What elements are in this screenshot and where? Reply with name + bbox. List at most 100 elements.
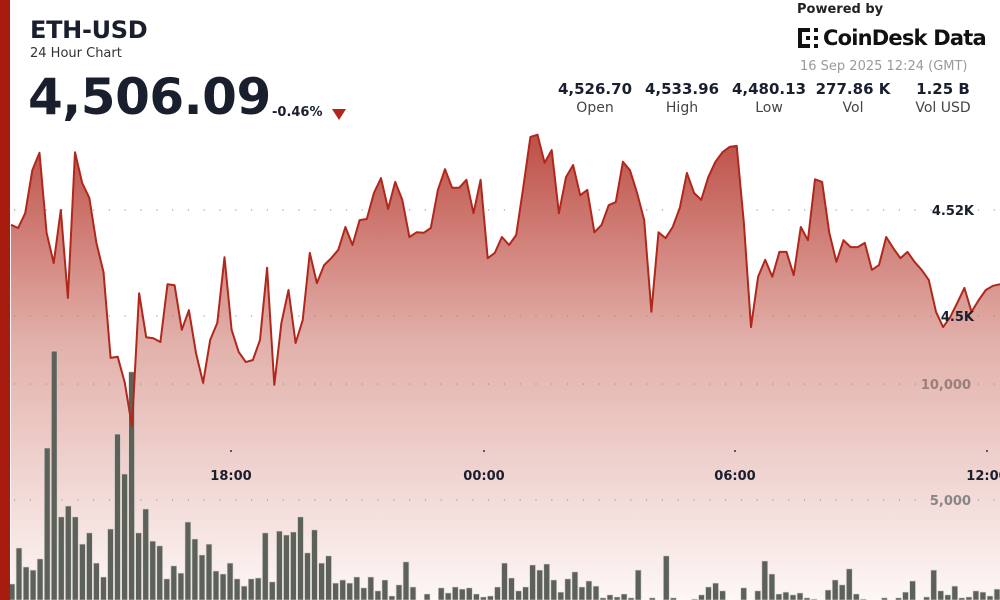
brand-name: CoinDesk Data [823,26,987,50]
volume-bar [72,516,79,600]
volume-bar [543,563,550,600]
price-change: -0.46% [272,105,323,120]
stat-open: 4,526.70 Open [550,80,640,116]
volume-bar [184,521,192,600]
volume-bar [557,591,565,600]
stat-label: Vol USD [915,100,971,116]
time-tick-label: 06:00 [714,469,755,484]
volume-bar [846,568,853,600]
volume-tick-label: 5,000 [930,494,971,509]
volume-bar [332,582,339,600]
volume-bar [93,562,100,600]
volume-bar [571,571,579,600]
volume-bar [444,592,452,600]
volume-bar [325,555,332,600]
volume-bar [149,540,156,600]
volume-bar [979,591,987,600]
time-tick-label: 00:00 [463,469,504,484]
time-tick-label: 12:00 [966,469,1000,484]
time-tick-mark [483,450,485,452]
volume-bar [466,587,473,600]
volume-bar [459,588,466,600]
volume-bar [374,590,382,600]
volume-bar [205,543,213,600]
volume-bar [297,516,304,600]
volume-bar [353,576,360,600]
volume-bar [986,595,994,600]
volume-bar [290,531,297,600]
volume-bar [409,586,417,600]
volume-bar [564,578,572,600]
volume-bar [796,592,804,600]
volume-bar [128,371,135,600]
volume-bar [606,594,614,600]
volume-bar [452,586,459,600]
time-tick-mark [230,450,232,452]
volume-bar [191,538,199,600]
volume-bar [719,590,726,600]
volume-bar [22,566,30,600]
volume-bar [262,532,269,600]
volume-bar [761,560,769,600]
time-tick-mark [986,450,988,452]
stat-label: Vol [842,100,864,116]
volume-bar [494,586,501,600]
volume-bar [65,505,72,600]
volume-bar [233,578,241,600]
volume-bar [107,528,114,600]
volume-bar [36,558,44,600]
volume-bar [198,554,206,600]
volume-bar [241,585,248,600]
stat-value: 277.86 K [815,80,891,98]
volume-bar [311,529,318,600]
volume-bar [58,516,65,600]
chart-subtitle: 24 Hour Chart [30,46,122,61]
stat-value: 4,480.13 [731,80,807,98]
stat-label: Low [755,100,783,116]
volume-bar [754,590,762,600]
volume-bar [782,591,790,600]
volume-bar [212,570,220,600]
stat-label: High [665,100,699,116]
volume-bar [824,589,832,600]
volume-bar [177,572,185,600]
volume-bar [346,582,353,600]
volume-bar [508,577,515,600]
symbol-title: ETH-USD [30,16,148,44]
volume-bar [972,590,980,600]
volume-bar [768,573,776,600]
volume-bar [86,532,93,600]
volume-bar [360,587,367,600]
volume-bar [473,593,480,600]
volume-bar [592,585,600,600]
volume-bar [993,588,1000,600]
price-tick-label: 4.5K [941,310,975,325]
volume-bar [388,595,396,600]
volume-bar [740,587,747,600]
coindesk-logo-icon [798,28,818,48]
current-price: 4,506.09 [28,68,271,126]
time-tick-label: 18:00 [210,469,251,484]
volume-bar [219,573,227,600]
volume-tick-label: 10,000 [921,378,971,393]
volume-bar [402,561,410,600]
volume-bar [895,597,902,600]
volume-bar [951,585,959,600]
stat-vol-usd: 1.25 B Vol USD [898,80,988,116]
volume-bar [480,596,487,600]
volume-bar [15,547,23,600]
volume-bar [255,577,262,600]
volume-bar [339,579,346,600]
volume-bar [135,532,142,600]
volume-bar [902,591,909,600]
volume-bar [923,596,930,600]
price-area [11,134,1000,600]
volume-bar [838,584,846,600]
volume-bar [585,580,593,600]
volume-bar [803,597,811,600]
volume-bar [283,534,290,600]
volume-bar [853,593,860,600]
volume-bar [423,593,431,600]
timestamp: 16 Sep 2025 12:24 (GMT) [800,59,968,74]
